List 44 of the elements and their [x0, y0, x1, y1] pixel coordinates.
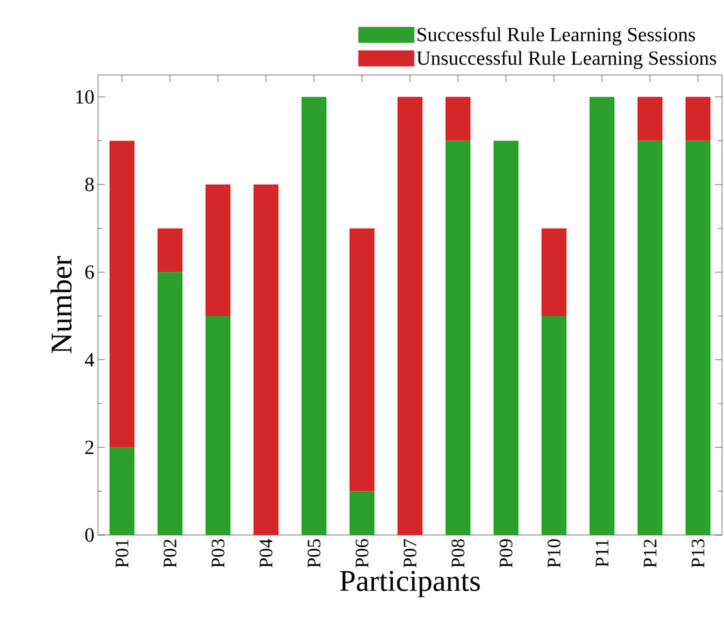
x-tick-label: P08	[452, 539, 464, 568]
bar	[494, 140, 519, 535]
y-tick-label: 8	[85, 178, 94, 192]
bar	[110, 447, 134, 535]
x-axis-title: Participants	[340, 570, 480, 598]
x-tick-label: P07	[404, 539, 416, 568]
legend-label: Successful Rule Learning Sessions	[418, 27, 695, 46]
x-tick-label: P11	[596, 540, 608, 567]
y-tick-label: 2	[85, 440, 94, 454]
bar	[446, 96, 471, 141]
x-tick-label: P04	[260, 538, 272, 568]
bar	[110, 140, 134, 448]
bar	[590, 96, 615, 535]
bar	[158, 272, 183, 535]
bar	[398, 96, 423, 535]
bar	[158, 228, 183, 272]
y-tick-label: 6	[85, 265, 94, 279]
y-axis-title: Number	[50, 256, 72, 354]
bar	[350, 491, 375, 535]
bar	[542, 228, 567, 316]
x-tick-label: P13	[692, 539, 704, 568]
y-tick-label: 0	[85, 528, 94, 542]
x-tick-label: P03	[212, 539, 224, 568]
x-tick-label: P02	[164, 540, 176, 568]
bar	[254, 184, 279, 535]
y-tick-label: 4	[84, 353, 94, 366]
bar	[638, 140, 663, 535]
x-tick-label: P05	[308, 539, 320, 568]
bar	[686, 140, 711, 535]
bar	[206, 316, 231, 535]
bar	[686, 96, 711, 141]
y-tick-label: 10	[76, 90, 94, 104]
x-tick-label: P12	[644, 540, 656, 568]
x-tick-label: P01	[116, 540, 128, 568]
x-tick-label: P06	[356, 539, 368, 568]
bar	[350, 228, 375, 492]
x-tick-label: P09	[500, 539, 512, 568]
bar	[638, 96, 663, 141]
bar	[542, 316, 567, 535]
x-tick-label: P10	[548, 539, 560, 568]
bar	[302, 96, 327, 535]
legend-label: Unsuccessful Rule Learning Sessions	[416, 50, 716, 70]
bar	[446, 140, 471, 535]
bar	[206, 184, 231, 316]
